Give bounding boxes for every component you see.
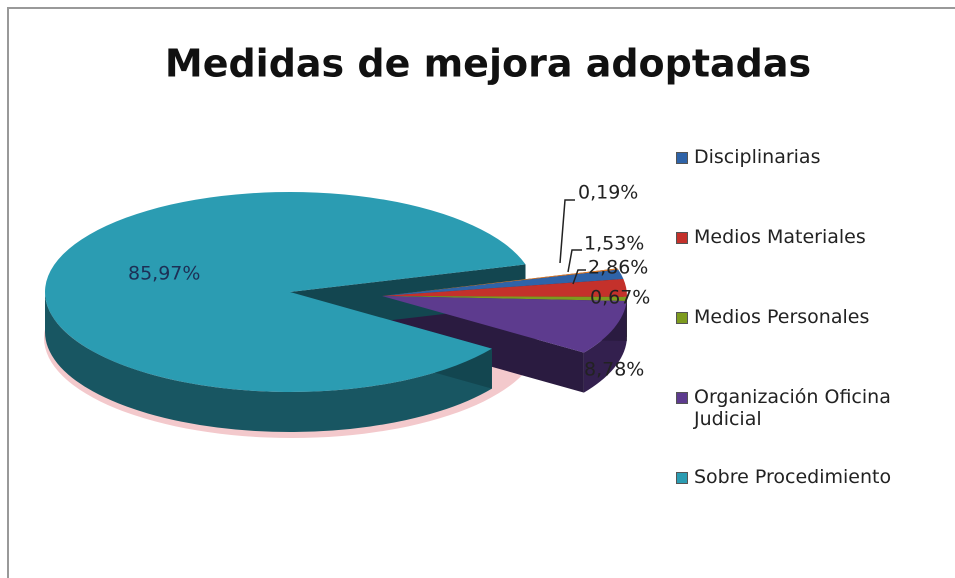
leader-line bbox=[559, 199, 575, 264]
legend-swatch bbox=[676, 232, 688, 244]
legend-swatch bbox=[676, 472, 688, 484]
slice bbox=[382, 268, 619, 296]
leader-line bbox=[572, 269, 586, 285]
slice-face bbox=[382, 296, 584, 393]
legend-item: Organización Oficina Judicial bbox=[676, 386, 936, 466]
legend-swatch bbox=[676, 392, 688, 404]
legend-item: Disciplinarias bbox=[676, 146, 936, 226]
legend-label: Medios Materiales bbox=[694, 226, 866, 248]
data-label: 8,78% bbox=[584, 359, 644, 381]
slice-side bbox=[45, 292, 492, 432]
slice bbox=[382, 278, 627, 297]
legend-swatch bbox=[676, 312, 688, 324]
legend-swatch bbox=[676, 152, 688, 164]
slice bbox=[44, 192, 526, 393]
legend: Disciplinarias Medios Materiales Medios Pe… bbox=[676, 146, 936, 546]
data-label: 1,53% bbox=[584, 233, 644, 255]
legend-item: Medios Personales bbox=[676, 306, 936, 386]
legend-item: Sobre Procedimiento bbox=[676, 466, 936, 546]
data-label: 85,97% bbox=[128, 263, 200, 285]
slice-side bbox=[583, 301, 627, 393]
chart-title: Medidas de mejora adoptadas bbox=[165, 42, 811, 86]
leader-line bbox=[567, 249, 582, 273]
data-label: 2,86% bbox=[588, 257, 648, 279]
data-label: 0,67% bbox=[590, 287, 650, 309]
legend-label: Sobre Procedimiento bbox=[694, 466, 892, 488]
slice bbox=[382, 296, 627, 302]
slice bbox=[382, 269, 624, 296]
pie: 0,19% 1,53%2,86% 0,67% 8,78% 85,97% bbox=[44, 182, 650, 438]
slice bbox=[382, 296, 627, 353]
legend-item: Medios Materiales bbox=[676, 226, 936, 306]
data-label: 0,19% bbox=[578, 182, 638, 204]
legend-label: Medios Personales bbox=[694, 306, 870, 328]
legend-label: Organización Oficina Judicial bbox=[694, 386, 891, 430]
legend-label: Disciplinarias bbox=[694, 146, 821, 168]
